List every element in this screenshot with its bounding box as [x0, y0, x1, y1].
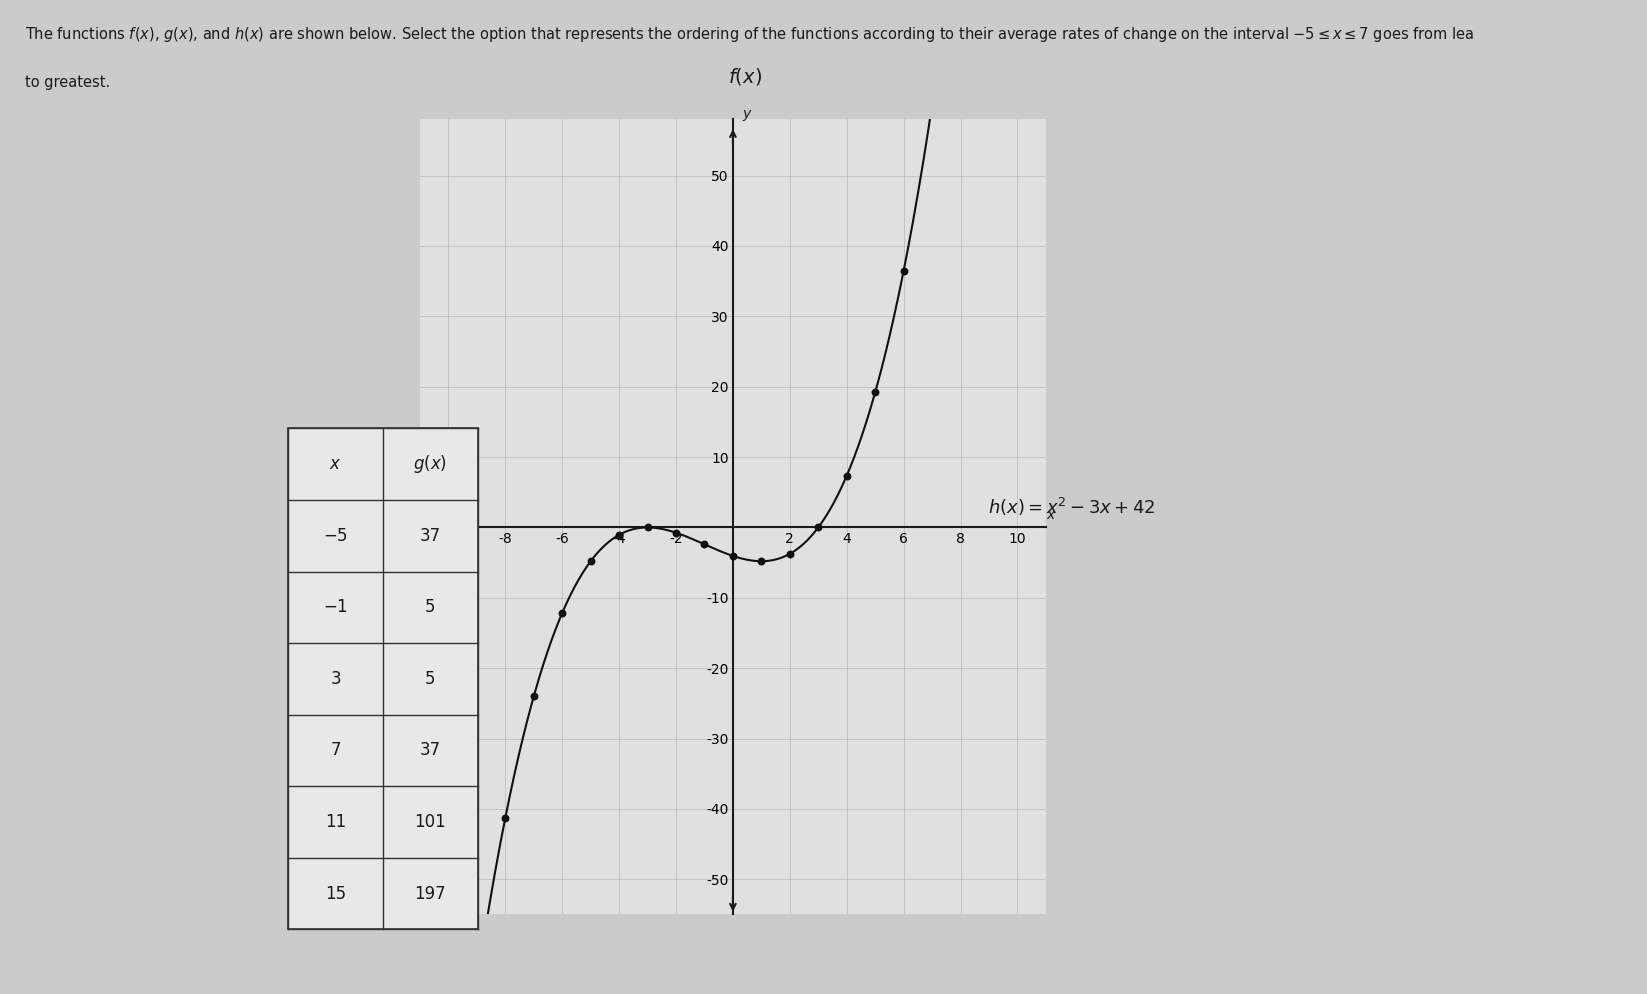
Point	[548, 605, 575, 621]
Text: $f(x)$: $f(x)$	[728, 67, 763, 87]
Text: $x$: $x$	[1046, 508, 1056, 522]
Text: 101: 101	[415, 813, 446, 831]
Point	[692, 537, 718, 553]
Text: The functions $f(x)$, $g(x)$, and $h(x)$ are shown below. Select the option that: The functions $f(x)$, $g(x)$, and $h(x)$…	[25, 25, 1474, 44]
Point	[464, 975, 491, 991]
Point	[634, 520, 660, 536]
Point	[520, 689, 547, 705]
Text: $-5$: $-5$	[323, 527, 348, 545]
Text: to greatest.: to greatest.	[25, 75, 110, 89]
Point	[919, 97, 945, 113]
Text: $h(x) = x^2 - 3x + 42$: $h(x) = x^2 - 3x + 42$	[988, 496, 1156, 518]
Point	[833, 468, 860, 484]
Point	[492, 810, 519, 826]
Text: 3: 3	[331, 670, 341, 688]
Point	[861, 385, 888, 401]
Point	[662, 525, 688, 541]
Text: $-1$: $-1$	[323, 598, 348, 616]
Text: 15: 15	[324, 885, 346, 903]
Point	[748, 554, 774, 570]
Text: $g(x)$: $g(x)$	[413, 453, 448, 475]
Text: 37: 37	[420, 527, 441, 545]
Point	[606, 527, 632, 543]
Text: 37: 37	[420, 742, 441, 759]
Text: 197: 197	[415, 885, 446, 903]
Point	[805, 520, 832, 536]
Text: 5: 5	[425, 670, 435, 688]
Text: 7: 7	[331, 742, 341, 759]
Point	[578, 554, 604, 570]
Point	[720, 548, 746, 564]
Text: $y$: $y$	[741, 107, 753, 123]
Point	[777, 546, 804, 562]
Text: 5: 5	[425, 598, 435, 616]
Text: 11: 11	[324, 813, 346, 831]
Text: $x$: $x$	[329, 455, 343, 473]
Point	[891, 263, 917, 279]
